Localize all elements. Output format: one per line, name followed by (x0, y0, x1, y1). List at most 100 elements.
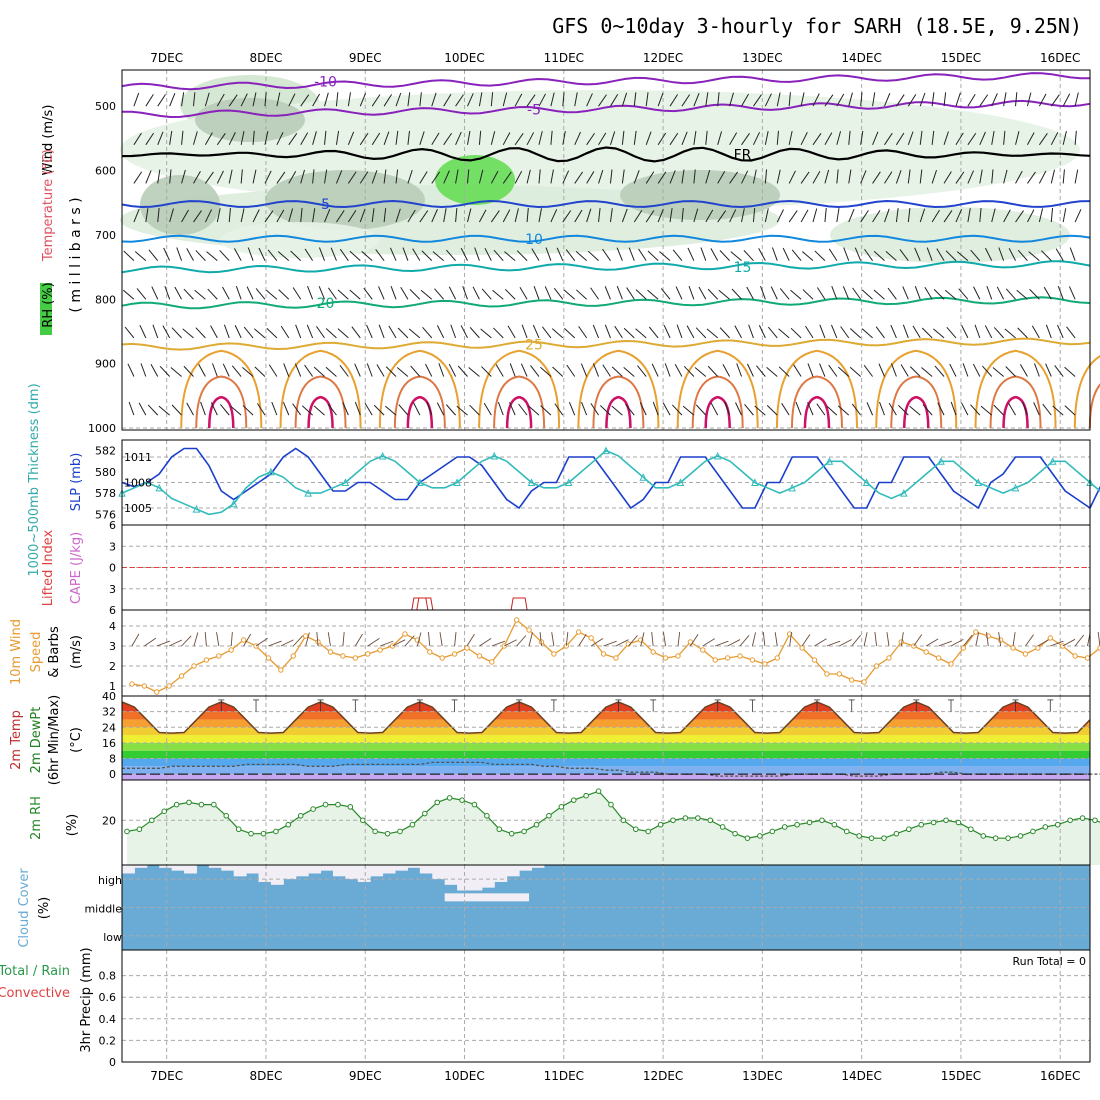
wind-barb (124, 326, 135, 339)
wind-barb (565, 249, 576, 261)
thickness-marker (1011, 483, 1020, 492)
wind-barb (347, 131, 355, 145)
wind-speed-point (427, 649, 433, 655)
cloud-gap (407, 865, 421, 868)
wind-barb (277, 251, 290, 262)
wind-barb (993, 404, 1004, 416)
wind-barb (958, 288, 969, 300)
rh2m-point (508, 830, 515, 837)
wind-barb (826, 405, 838, 416)
wind-barb (212, 363, 218, 377)
isotherm-warm (279, 349, 362, 429)
wind-barb (265, 289, 278, 300)
date-label-top: 16DEC (1040, 51, 1080, 65)
thickness-slp-panel: 576 578 580 582 1005 1008 1011 (95, 439, 1100, 526)
wind-speed-point (923, 649, 929, 655)
thickness-marker (825, 457, 834, 465)
tick-label: 1005 (124, 502, 152, 515)
wind-barb (967, 170, 974, 184)
wind-barb (949, 363, 957, 377)
rh2m-point (1042, 824, 1049, 830)
thickness-marker (453, 478, 461, 486)
wind-barb (800, 171, 810, 184)
wind-barb (693, 93, 700, 107)
wind-barb (223, 324, 230, 339)
wind-barb (599, 405, 611, 416)
rh2m-point (608, 801, 614, 808)
wind-barb (887, 287, 897, 300)
wind-barb (204, 132, 213, 146)
wind-barb (292, 403, 302, 416)
wind-barb (159, 365, 171, 377)
rh2m-point (868, 835, 875, 841)
precip-conv-label: Convective (0, 986, 70, 1001)
wind-barb (898, 404, 909, 416)
wind-barb (181, 130, 184, 145)
wind-barb-10m (354, 633, 363, 647)
wind-barb (407, 130, 410, 145)
wind-barb (228, 94, 238, 107)
wind-barb (363, 287, 373, 300)
rh2m-point (595, 788, 602, 794)
wind-barb (962, 363, 969, 377)
wind-barb (848, 130, 851, 145)
rh2m-point (881, 835, 887, 841)
rh2m-point (645, 828, 651, 835)
cloud-gap (295, 865, 309, 877)
wind-barb (895, 132, 905, 146)
wind-barb (247, 247, 254, 261)
wind-barb-10m (998, 632, 1002, 647)
rh2m-point (719, 824, 726, 830)
wind-barb (967, 132, 977, 146)
wind-barb-10m (801, 634, 811, 647)
thickness-marker (937, 457, 945, 465)
wind-barb (467, 169, 470, 184)
wind-barb (300, 169, 305, 184)
wind-barb (566, 364, 576, 377)
wind-barb (758, 248, 766, 261)
wind-barb-10m (367, 637, 380, 647)
top-date-labels: 7DEC 8DEC 9DEC 10DEC 11DEC 12DEC 13DEC 14DEC 15D… (150, 51, 1080, 65)
temp-band (122, 701, 1090, 704)
wind-barb (788, 170, 796, 184)
tick-label: 0 (109, 1056, 116, 1069)
wind-barb (767, 326, 778, 339)
cloud-gap (506, 865, 520, 877)
wind-barb (586, 132, 595, 146)
wind-speed-point (1047, 635, 1053, 641)
date-label-top: 15DEC (941, 51, 981, 65)
wind-barb-10m (379, 640, 394, 647)
wind-barb-10m (1074, 634, 1085, 647)
isotherm-warmer (790, 375, 843, 429)
wind-barb (325, 366, 337, 377)
wind-barb (390, 285, 397, 300)
wind-barb (133, 171, 143, 184)
wind-barb (519, 286, 528, 300)
wind-barb (1066, 326, 1076, 339)
wind-barb-10m (615, 639, 629, 647)
wind-barb (919, 169, 923, 184)
wind-barb (717, 210, 727, 223)
wind-speed-point (811, 657, 818, 663)
wind-barb (578, 326, 588, 339)
wind-barb-10m (292, 635, 304, 647)
thickness-marker (155, 483, 164, 492)
bottom-date-labels: 7DEC 8DEC 9DEC 10DEC 11DEC 12DEC 13DEC 14DEC 15D… (150, 1069, 1080, 1083)
rh2m-point (992, 835, 999, 841)
wind-barb-10m (640, 632, 645, 647)
wind-barb (707, 288, 719, 300)
wind-barb-10m (863, 632, 868, 647)
wind-barb-10m (342, 632, 345, 647)
wind-barb (884, 208, 890, 223)
wind-barb (133, 208, 140, 223)
wind-barb (575, 251, 587, 262)
rh-shading (435, 155, 515, 205)
wind-barb (462, 285, 468, 300)
cloud-gap-middle (444, 893, 530, 902)
wind-barb (490, 210, 500, 223)
wind-barb-10m (516, 635, 527, 647)
wind-speed-point (191, 663, 197, 669)
rh2m-point (806, 819, 813, 826)
thickness-marker (564, 478, 573, 486)
wind-barb-10m (528, 632, 533, 647)
